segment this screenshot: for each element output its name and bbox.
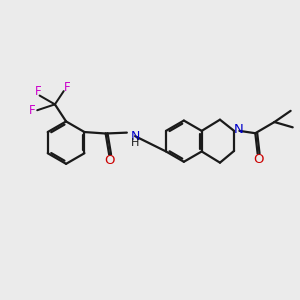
Text: F: F xyxy=(35,85,42,98)
Text: O: O xyxy=(104,154,115,166)
Text: O: O xyxy=(253,153,263,166)
Text: N: N xyxy=(130,130,140,143)
Text: N: N xyxy=(233,123,243,136)
Text: H: H xyxy=(131,138,139,148)
Text: F: F xyxy=(28,104,35,117)
Text: F: F xyxy=(64,81,71,94)
